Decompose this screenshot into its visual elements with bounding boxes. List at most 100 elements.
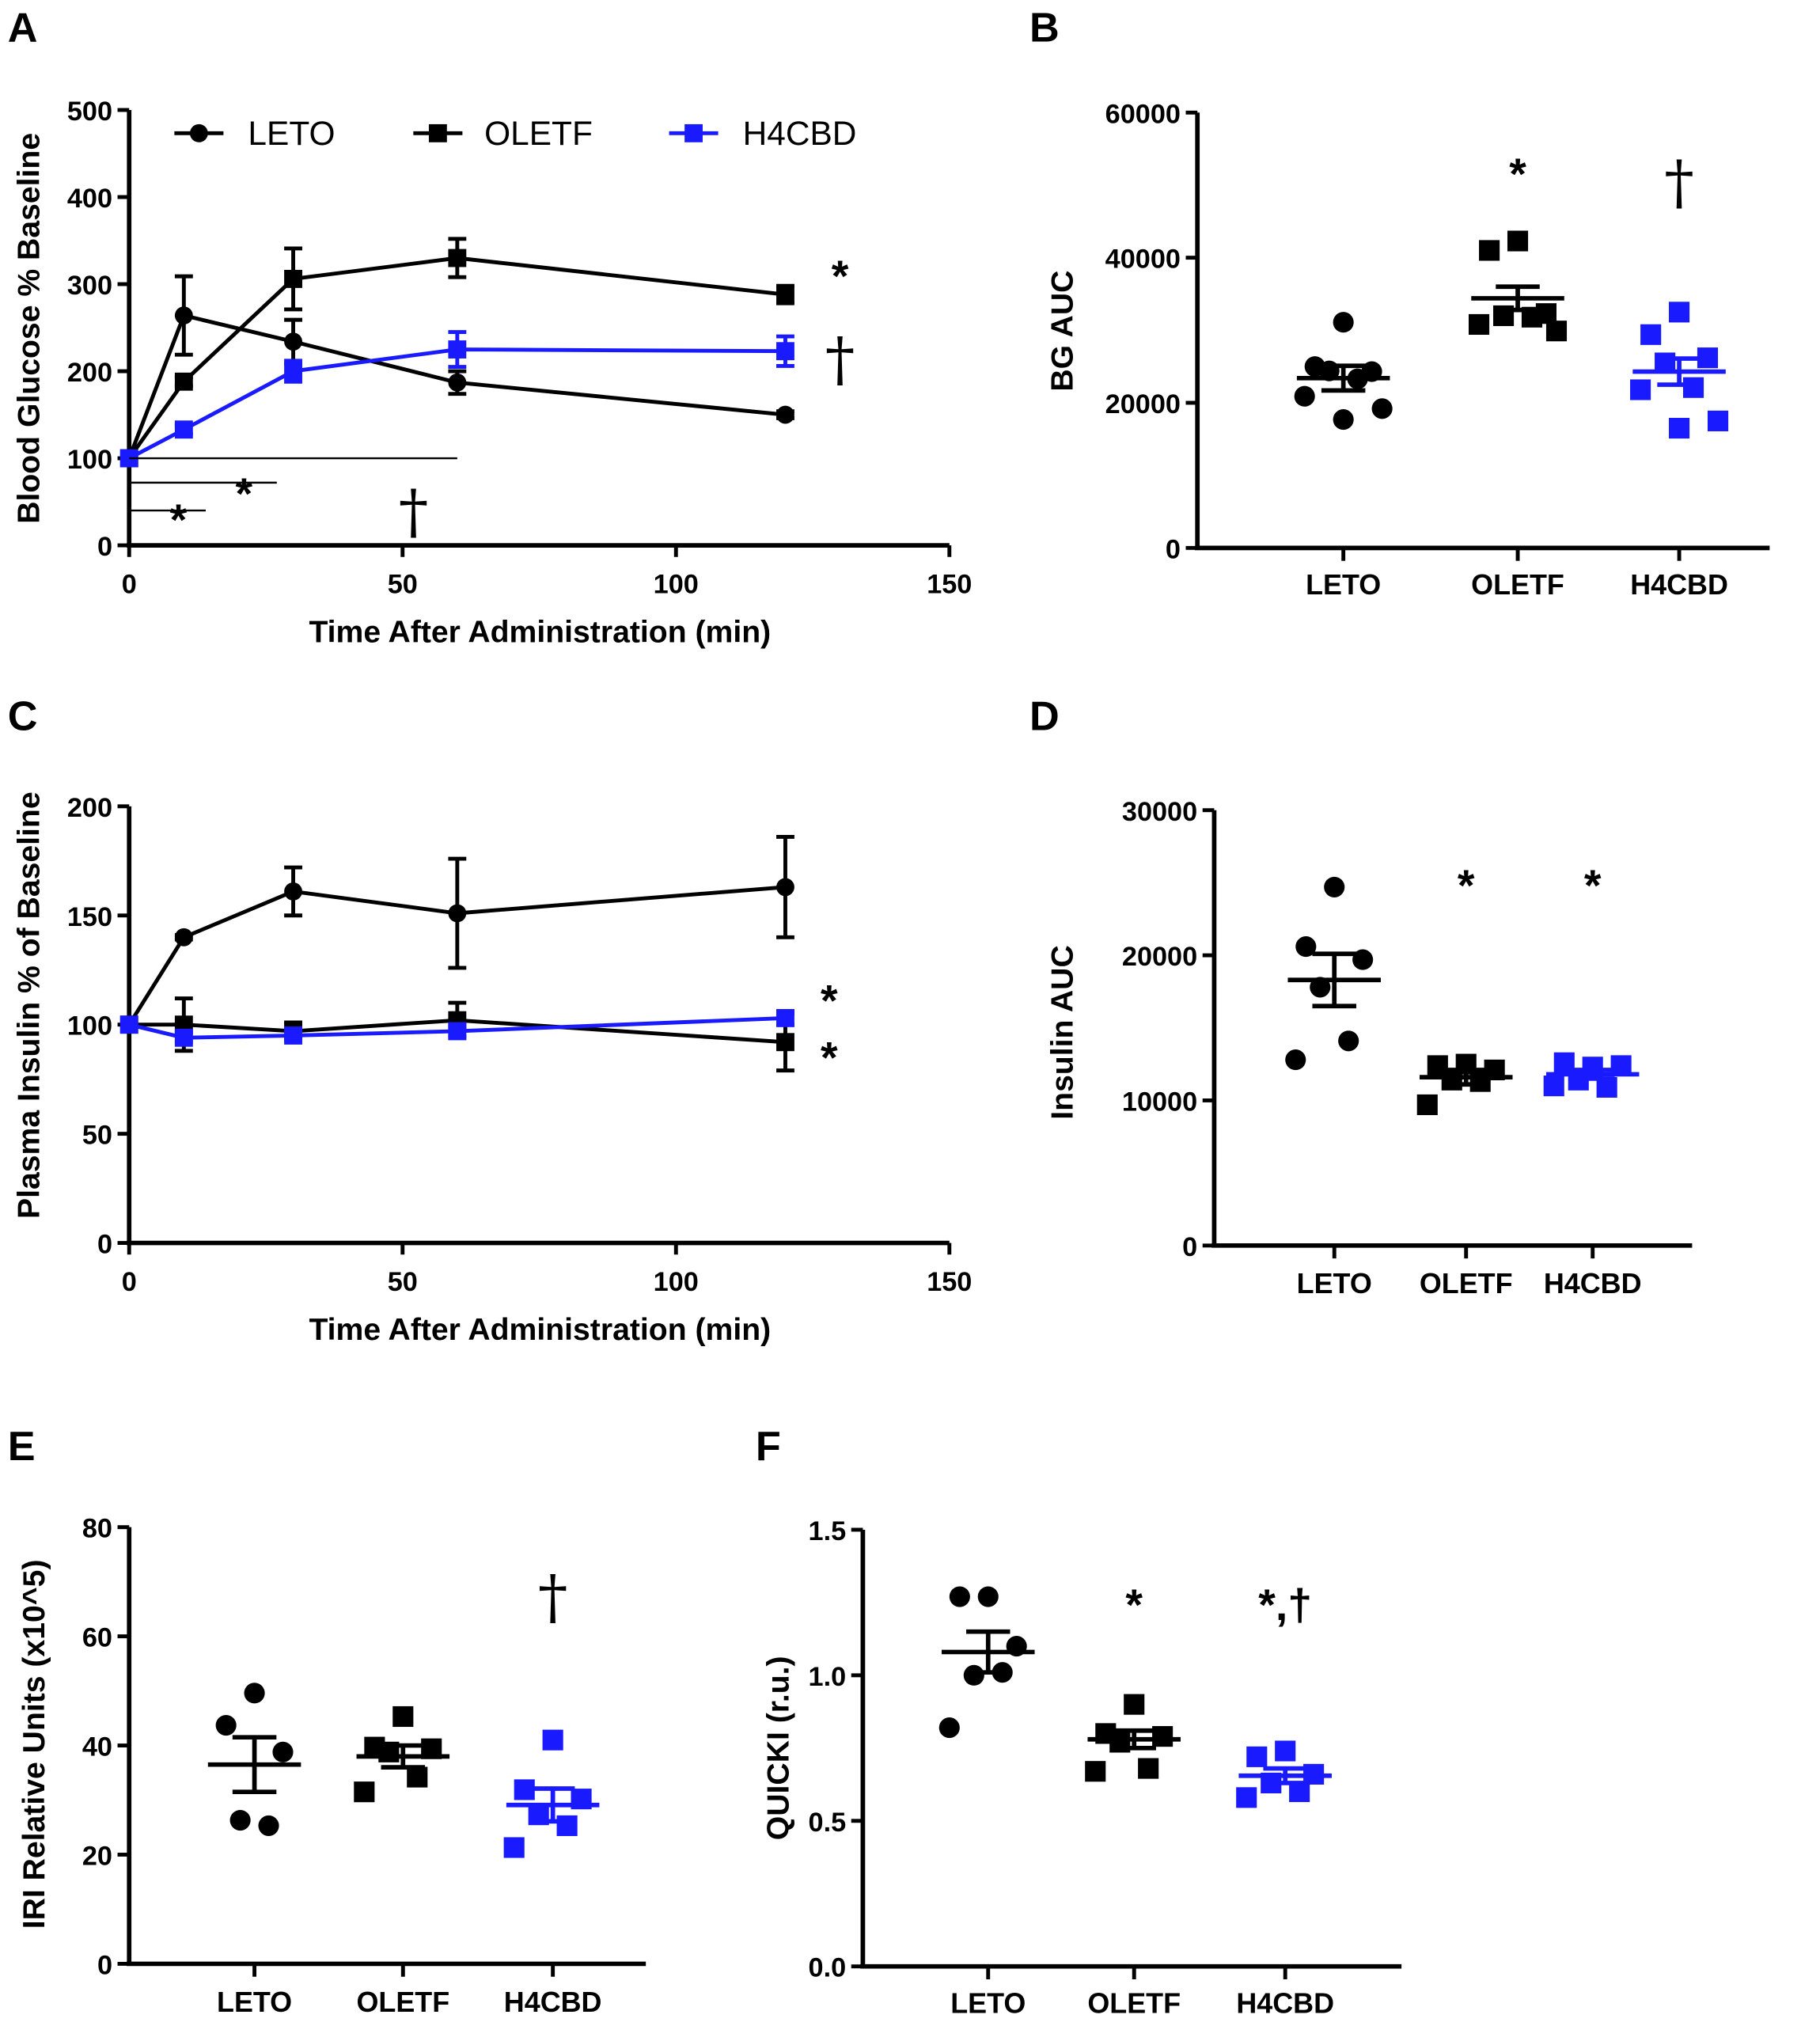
data-point xyxy=(284,269,302,288)
panel-b: B 0 20000 40000 60000 BG AUC LETO OLETF H4CBD * † xyxy=(1029,5,1770,601)
data-point xyxy=(174,420,193,439)
data-point xyxy=(776,342,794,361)
data-point xyxy=(448,904,467,923)
legend-item-oletf: OLETF xyxy=(413,115,593,152)
data-point xyxy=(174,306,193,325)
data-point xyxy=(503,1837,525,1858)
category-label: LETO xyxy=(1306,568,1381,601)
y-tick-label: 80 xyxy=(82,1514,112,1544)
data-point xyxy=(215,1714,237,1736)
category-label: H4CBD xyxy=(504,1986,602,2018)
data-point xyxy=(284,332,302,351)
y-tick-label: 40 xyxy=(82,1732,112,1762)
group-leto xyxy=(938,1586,1035,1739)
significance-label: † xyxy=(399,477,429,547)
data-point xyxy=(448,340,467,359)
panel-letter: E xyxy=(8,1424,36,1470)
significance-annotation: * xyxy=(1125,1580,1143,1630)
data-point xyxy=(1441,1069,1462,1091)
significance-annotation: * xyxy=(1584,861,1602,910)
legend-item-h4cbd: H4CBD xyxy=(669,115,857,152)
y-tick-label: 1.0 xyxy=(809,1662,847,1692)
data-point xyxy=(448,249,467,267)
data-point xyxy=(1236,1787,1257,1808)
y-tick-label: 50 xyxy=(82,1121,112,1151)
panel-letter: B xyxy=(1029,5,1060,51)
y-tick-label: 60 xyxy=(82,1623,112,1653)
data-point xyxy=(284,1026,302,1045)
x-tick-label: 0 xyxy=(122,1267,137,1297)
group-leto xyxy=(1294,312,1393,431)
y-tick-label: 150 xyxy=(67,902,112,932)
data-point xyxy=(448,373,467,392)
data-point xyxy=(1469,1071,1491,1092)
data-point xyxy=(1333,409,1354,431)
y-axis-label: Insulin AUC xyxy=(1046,945,1080,1119)
data-point xyxy=(1543,1076,1564,1097)
category-label: OLETF xyxy=(1087,1986,1181,2019)
x-tick-label: 50 xyxy=(388,569,418,599)
legend-label: OLETF xyxy=(484,115,593,152)
y-tick-label: 30000 xyxy=(1122,797,1197,827)
data-point xyxy=(1246,1746,1268,1767)
data-point xyxy=(776,405,794,424)
group-h4cbd xyxy=(1236,1740,1332,1808)
x-tick-label: 150 xyxy=(927,1267,972,1297)
series-h4cbd xyxy=(119,1008,794,1047)
panel-c: C 0 50 100 150 200 Plasma Insulin % of Baselin… xyxy=(8,694,973,1347)
data-point xyxy=(1416,1094,1438,1116)
y-tick-label: 20000 xyxy=(1105,389,1181,419)
category-label: LETO xyxy=(950,1986,1026,2019)
data-point xyxy=(392,1705,414,1728)
legend-label: H4CBD xyxy=(743,115,857,152)
significance-annotation: † xyxy=(825,324,855,394)
data-point xyxy=(938,1717,960,1739)
data-point xyxy=(1669,418,1690,439)
data-point xyxy=(1707,410,1729,431)
series-leto xyxy=(119,274,794,468)
data-point xyxy=(1545,321,1568,342)
data-point xyxy=(1338,1030,1359,1052)
legend-marker xyxy=(189,123,208,142)
data-point xyxy=(284,882,302,901)
y-axis-label: QUICKI (r.u.) xyxy=(761,1656,795,1840)
data-point xyxy=(1285,1049,1306,1071)
y-tick-label: 60000 xyxy=(1105,99,1181,129)
legend-label: LETO xyxy=(248,115,335,152)
data-point xyxy=(354,1781,375,1803)
y-axis-label: IRI Relative Units (x10^5) xyxy=(17,1560,51,1929)
category-label: OLETF xyxy=(1420,1267,1513,1299)
data-point xyxy=(244,1683,265,1704)
category-label: LETO xyxy=(1297,1267,1372,1299)
x-tick-label: 100 xyxy=(654,569,699,599)
legend-marker xyxy=(684,123,703,142)
group-oletf xyxy=(1416,1053,1513,1116)
y-tick-label: 0 xyxy=(1182,1232,1197,1262)
category-label: H4CBD xyxy=(1236,1986,1334,2019)
legend-marker xyxy=(428,123,447,142)
x-axis-label: Time After Administration (min) xyxy=(309,1313,771,1347)
data-point xyxy=(1468,313,1490,336)
data-point xyxy=(1124,1694,1145,1715)
panel-letter: D xyxy=(1029,694,1060,740)
significance-annotation: * xyxy=(821,1033,838,1082)
significance-annotation: * xyxy=(1509,150,1526,199)
y-tick-label: 10000 xyxy=(1122,1087,1197,1117)
y-tick-label: 0.0 xyxy=(809,1953,847,1983)
data-point xyxy=(272,1741,294,1762)
group-h4cbd xyxy=(503,1729,600,1858)
significance-label: * xyxy=(170,495,188,544)
panel-letter: F xyxy=(756,1424,781,1470)
y-tick-label: 100 xyxy=(67,445,112,475)
data-point xyxy=(229,1809,251,1831)
category-label: H4CBD xyxy=(1544,1267,1642,1299)
data-point xyxy=(1352,949,1374,970)
y-tick-label: 0 xyxy=(97,1230,112,1260)
panel-e: E 0 20 40 60 80 IRI Relative Units (x10^5) LETO… xyxy=(8,1424,646,2018)
category-label: LETO xyxy=(217,1986,292,2018)
data-point xyxy=(284,362,302,381)
group-h4cbd xyxy=(1543,1052,1640,1098)
group-oletf xyxy=(1468,230,1568,342)
panel-f: F 0.0 0.5 1.0 1.5 QUICKI (r.u.) LETO OLETF H4CBD… xyxy=(756,1424,1402,2019)
